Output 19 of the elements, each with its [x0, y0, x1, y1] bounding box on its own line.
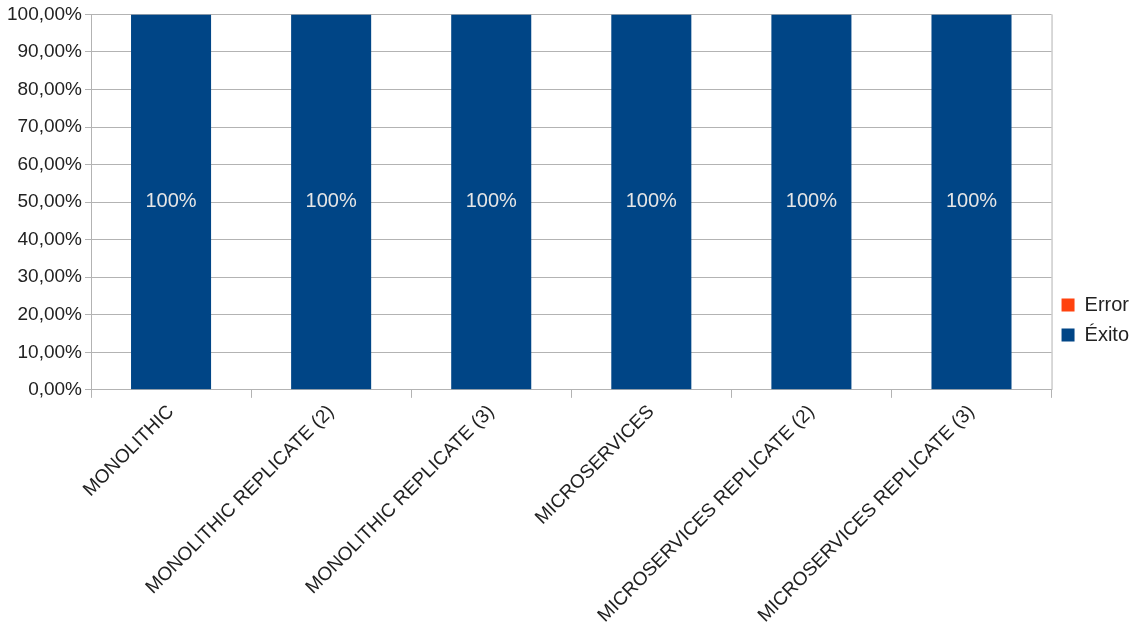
data-label: 100% [785, 189, 838, 212]
y-tick-label: 30,00% [17, 265, 83, 287]
y-tick-label: 0,00% [28, 378, 83, 400]
data-label: 100% [145, 189, 197, 212]
legend-label: Éxito [1084, 322, 1130, 345]
data-label: 100% [465, 189, 518, 212]
data-label: 100% [625, 189, 678, 212]
y-tick-label: 80,00% [17, 77, 83, 99]
y-tick-label: 70,00% [17, 115, 83, 137]
y-tick-label: 100,00% [6, 2, 83, 24]
data-label: 100% [305, 189, 357, 212]
y-tick-label: 60,00% [17, 152, 83, 174]
y-tick-label: 90,00% [17, 40, 83, 62]
data-label: 100% [945, 189, 998, 212]
y-tick-label: 50,00% [17, 190, 83, 212]
y-tick-label: 10,00% [17, 340, 83, 362]
legend-label: Error [1084, 292, 1130, 315]
y-tick-label: 40,00% [17, 227, 83, 249]
y-tick-label: 20,00% [17, 302, 83, 324]
